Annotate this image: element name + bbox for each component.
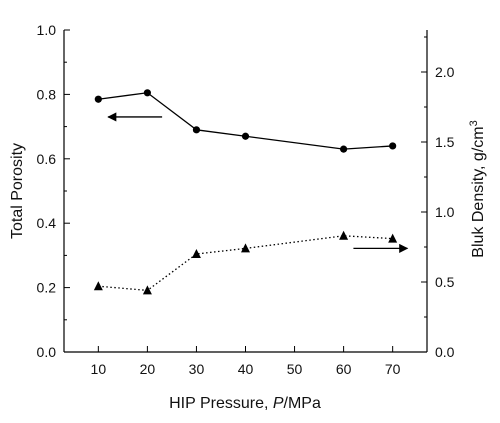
x-tick-label: 50 — [287, 361, 303, 377]
y-left-tick-label: 0.4 — [37, 215, 57, 231]
y-right-tick-label: 1.0 — [435, 204, 455, 220]
density-point — [93, 281, 103, 291]
y-left-tick-label: 0.2 — [37, 280, 57, 296]
y-right-tick-label: 1.5 — [435, 134, 455, 150]
density-point — [388, 233, 398, 243]
density-point — [191, 249, 201, 258]
right-y-axis: 0.0 0.5 1.0 1.5 2.0 — [421, 36, 455, 360]
y-right-tick-label: 2.0 — [435, 64, 455, 80]
porosity-series-line — [98, 92, 393, 150]
density-point — [339, 230, 349, 240]
right-y-axis-title: Bluk Density, g/cm3 — [468, 120, 487, 257]
x-tick-label: 60 — [336, 361, 352, 377]
annotation-layer — [107, 112, 409, 253]
porosity-point — [241, 132, 250, 140]
y-left-tick-label: 1.0 — [37, 22, 57, 38]
y-right-tick-label: 0.5 — [435, 274, 455, 290]
x-tick-label: 30 — [189, 361, 205, 377]
porosity-point — [389, 142, 397, 150]
x-tick-label: 70 — [385, 361, 401, 377]
x-axis: 10 20 30 40 50 60 70 — [91, 346, 401, 377]
density-point — [142, 285, 152, 295]
porosity-point — [340, 145, 348, 153]
series-layer — [93, 89, 398, 295]
x-axis-title: HIP Pressure, P/MPa — [169, 395, 321, 412]
porosity-point — [192, 126, 201, 134]
density-point — [241, 243, 250, 253]
y-left-tick-label: 0.0 — [37, 344, 57, 360]
y-left-tick-label: 0.8 — [37, 86, 57, 102]
left-y-axis-title: Total Porosity — [9, 143, 26, 239]
x-tick-label: 10 — [91, 361, 107, 377]
x-tick-label: 40 — [238, 361, 254, 377]
y-left-tick-label: 0.6 — [37, 151, 57, 167]
left-y-axis: 0.0 0.2 0.4 0.6 0.8 1.0 — [37, 22, 70, 360]
y-right-tick-label: 0.0 — [435, 344, 455, 360]
density-series-line — [98, 235, 393, 292]
x-tick-label: 20 — [140, 361, 156, 377]
porosity-point — [94, 95, 102, 103]
porosity-point — [143, 89, 151, 97]
